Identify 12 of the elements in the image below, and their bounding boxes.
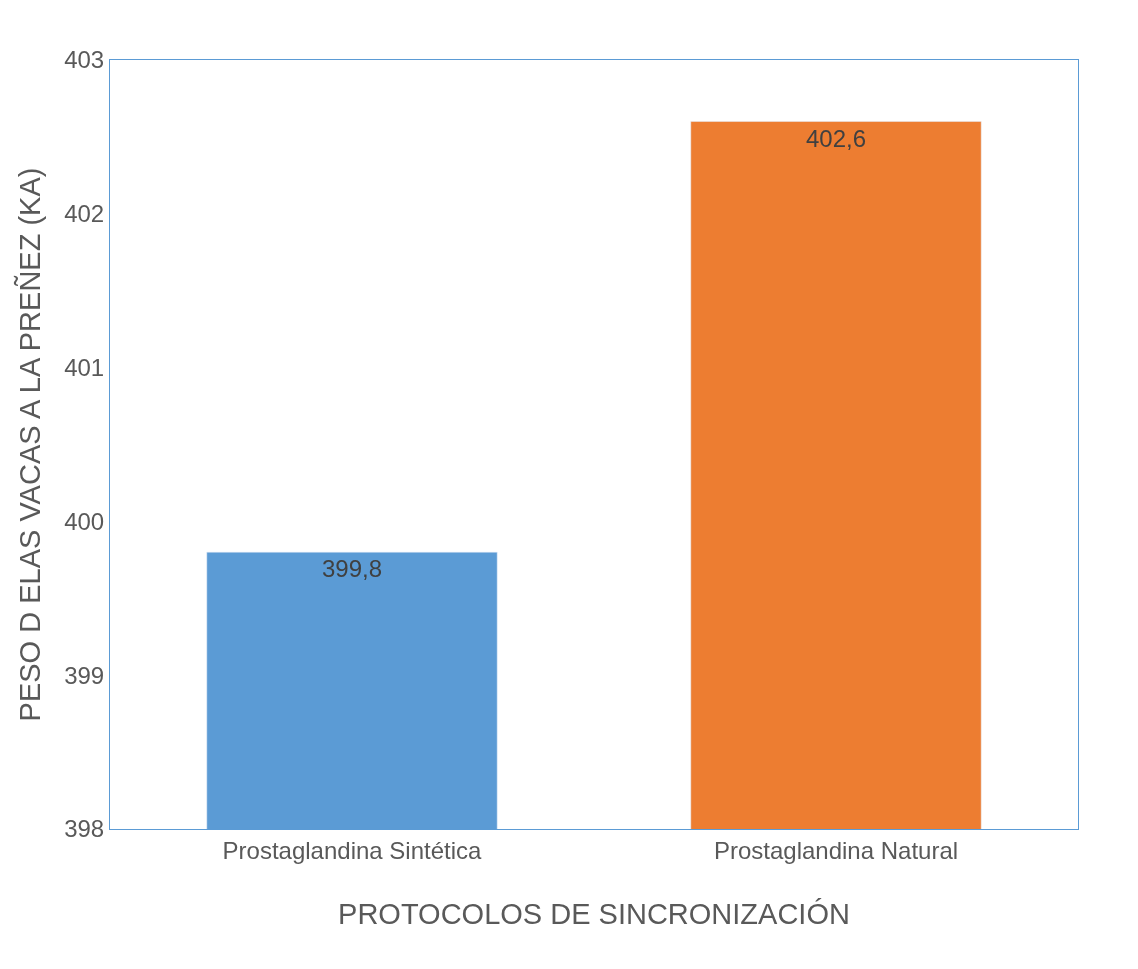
x-tick-label: Prostaglandina Sintética [222, 836, 483, 864]
data-label: 399,8 [321, 555, 383, 583]
y-tick-label: 398 [64, 815, 105, 843]
y-tick-label: 402 [64, 200, 105, 228]
data-label: 402,6 [805, 124, 867, 152]
y-tick-label: 401 [64, 354, 105, 381]
y-tick-label: 400 [64, 507, 105, 535]
y-tick-label: 399 [64, 661, 105, 689]
x-axis-title: PROTOCOLOS DE SINCRONIZACIÓN [338, 897, 850, 930]
x-tick-label: Prostaglandina Natural [713, 836, 959, 864]
y-axis-title: PESO D ELAS VACAS A LA PREÑEZ (KA) [12, 167, 46, 722]
y-tick-label: 403 [64, 46, 105, 74]
